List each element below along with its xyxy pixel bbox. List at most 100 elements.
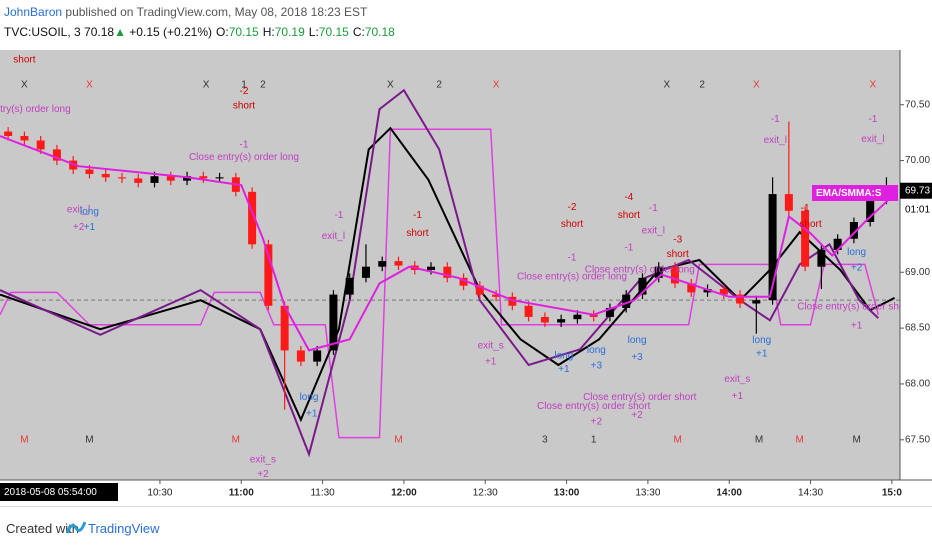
annotation: +2 — [851, 262, 863, 273]
annotation: -1 — [771, 114, 780, 125]
candle-body — [524, 305, 533, 317]
published: published on TradingView.com, May 08, 20… — [65, 5, 368, 19]
candle-body — [589, 314, 598, 317]
annotation: -1 — [801, 203, 810, 214]
annotation: X — [387, 79, 394, 90]
annotation: +1 — [306, 409, 318, 420]
annotation: short — [406, 228, 428, 239]
annotation: -4 — [624, 192, 633, 203]
annotation: +2 — [73, 222, 85, 233]
author[interactable]: JohnBaron — [4, 5, 63, 19]
symbol[interactable]: TVC:USOIL, 3 — [4, 25, 81, 39]
publish-line: JohnBaron published on TradingView.com, … — [4, 2, 924, 22]
legend-box — [812, 185, 898, 201]
last-price: 69.73 — [905, 185, 930, 196]
candle-body — [605, 308, 614, 317]
candle-body — [508, 296, 517, 306]
annotation: short — [561, 219, 583, 230]
logo — [66, 521, 86, 534]
candle-body — [687, 283, 696, 293]
ohlc-value: 70.15 — [318, 25, 349, 39]
y-tick-label: 70.00 — [905, 155, 930, 166]
annotation: M — [394, 434, 402, 445]
annotation: long — [847, 247, 866, 258]
candle-body — [719, 289, 728, 295]
annotation: long — [587, 345, 606, 356]
candle-body — [313, 350, 322, 362]
candle-body — [101, 173, 110, 178]
candle-body — [52, 149, 61, 161]
ohlc-value: 70.15 — [228, 25, 259, 39]
candle-body — [280, 305, 289, 351]
x-tick-label: 13:00 — [554, 488, 580, 499]
ohlc: O:70.15 H:70.19 L:70.15 C:70.18 — [212, 25, 395, 39]
annotation: long — [80, 207, 99, 218]
candle-body — [378, 261, 387, 267]
candle-body — [183, 176, 192, 181]
candle-body — [475, 285, 484, 295]
indicator-line — [0, 135, 896, 352]
indicator-line — [0, 88, 879, 458]
annotation: 2 — [699, 79, 705, 90]
annotation: Close entry(s) order long — [189, 152, 299, 163]
candle-body — [427, 266, 436, 271]
candle-body — [459, 277, 468, 286]
y-tick-label: 68.50 — [905, 323, 930, 334]
candle-body — [215, 177, 224, 179]
indicator-line — [0, 126, 896, 423]
annotation: short — [13, 55, 35, 66]
annotation: +2 — [631, 410, 643, 421]
annotation: long — [628, 335, 647, 346]
candle-body — [492, 294, 501, 297]
annotation: M — [85, 434, 93, 445]
annotation: -1 — [624, 242, 633, 253]
annotation: -2 — [568, 202, 577, 213]
annotation: exit_l — [67, 204, 90, 215]
ohlc-value: 70.19 — [274, 25, 305, 39]
annotation: Close entry(s) order short — [537, 401, 651, 412]
countdown: 01:01 — [905, 204, 930, 215]
annotation: short — [618, 210, 640, 221]
candle-body — [833, 238, 842, 250]
candle-body — [345, 277, 354, 295]
arrow: ▲ — [114, 25, 126, 39]
annotation: -3 — [673, 235, 682, 246]
footer: Created with TradingView — [0, 506, 932, 551]
last-price-box — [900, 182, 932, 199]
annotation: M — [20, 434, 28, 445]
annotation: 1 — [241, 79, 247, 90]
candle-body — [736, 294, 745, 304]
candle-body — [801, 210, 810, 267]
x-tick-label: 14:00 — [716, 488, 742, 499]
annotation: X — [86, 79, 93, 90]
ohlc-value: 70.18 — [364, 25, 395, 39]
annotation: exit_l — [861, 134, 884, 145]
annotation: exit_s — [250, 455, 276, 466]
candle-body — [557, 319, 566, 323]
cursor-label: 2018-05-08 05:54:00 — [4, 487, 97, 498]
annotation: 3 — [542, 434, 548, 445]
candle-body — [540, 316, 549, 323]
x-tick-label: 13:30 — [635, 488, 660, 499]
annotation: exit_s — [478, 341, 504, 352]
annotation: -1 — [649, 203, 658, 214]
x-tick-label: 11:00 — [229, 488, 254, 499]
candle-body — [296, 350, 305, 362]
candle-body — [443, 266, 452, 278]
brand[interactable]: TradingView — [88, 521, 160, 536]
annotation: 1 — [591, 434, 597, 445]
y-tick-label: 68.00 — [905, 379, 930, 390]
ohlc-label: H: — [262, 25, 275, 39]
y-tick-label: 67.50 — [905, 434, 930, 445]
annotation: long — [752, 335, 771, 346]
candle-body — [573, 314, 582, 320]
annotation: X — [870, 79, 877, 90]
annotation: exit_l — [322, 231, 345, 242]
annotation: -2 — [240, 86, 249, 97]
candle-body — [117, 177, 126, 179]
annotation: -1 — [568, 252, 577, 263]
header: JohnBaron published on TradingView.com, … — [4, 2, 924, 42]
ohlc-label: L: — [308, 25, 319, 39]
y-tick-label: 70.50 — [905, 99, 930, 110]
annotation: short — [667, 249, 689, 260]
